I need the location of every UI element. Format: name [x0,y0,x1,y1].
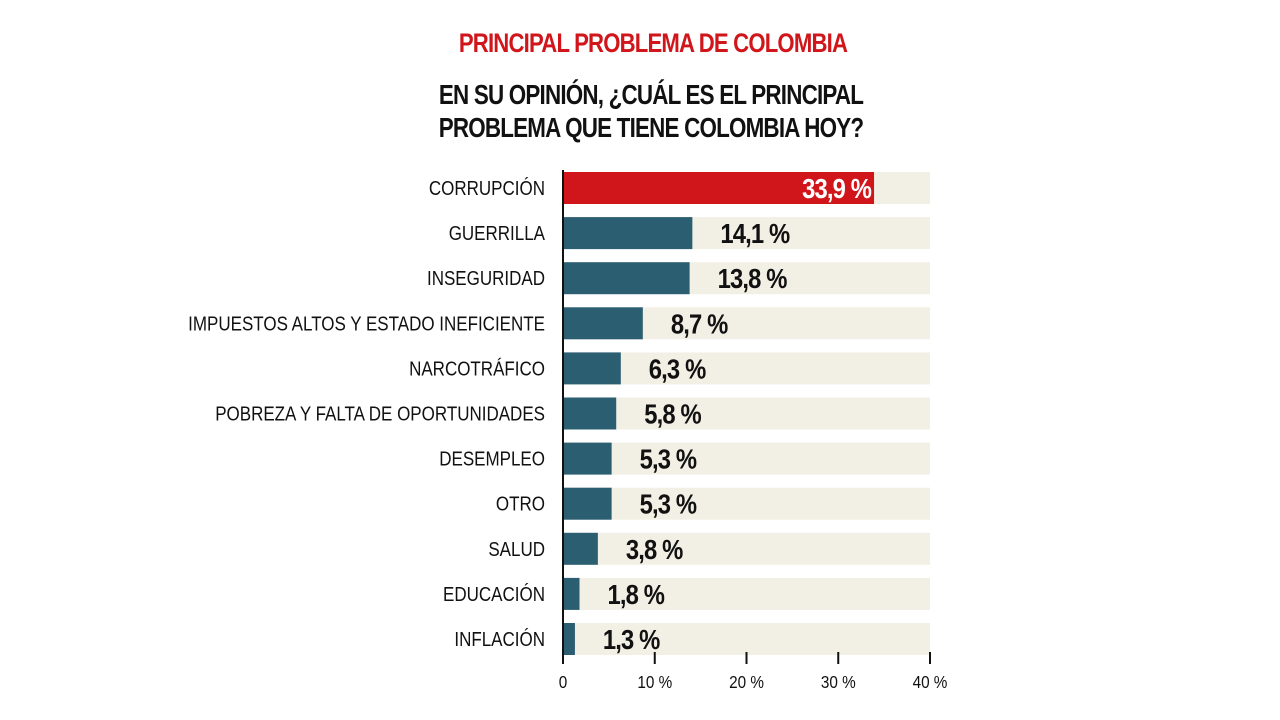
bar [563,623,575,655]
bar-track [563,532,930,565]
value-label: 6,3 % [649,353,706,385]
bar [563,532,598,565]
x-tick-label: 40 % [913,672,948,692]
bar [563,577,580,610]
value-label: 14,1 % [720,217,790,249]
category-label: CORRUPCIÓN [429,177,545,200]
chart-subtitle: EN SU OPINIÓN, ¿CUÁL ES EL PRINCIPAL PRO… [130,78,1172,144]
x-tick-label: 30 % [821,672,856,692]
bar-track [563,577,930,610]
x-tick-label: 10 % [637,672,672,692]
bar [563,352,621,385]
category-label: SALUD [488,537,545,560]
value-label: 1,8 % [608,578,665,610]
bar-track [563,397,930,430]
value-label: 5,3 % [640,488,697,520]
bar [563,307,643,340]
category-label: NARCOTRÁFICO [409,357,545,380]
x-tick-label: 20 % [729,672,764,692]
category-label: DESEMPLEO [439,447,545,470]
category-label: IMPUESTOS ALTOS Y ESTADO INEFICIENTE [188,312,545,335]
category-label: INSEGURIDAD [427,267,545,290]
bar-track [563,442,930,475]
category-label: GUERRILLA [449,222,546,245]
value-label: 5,3 % [640,443,697,475]
bar [563,217,693,250]
bar-track [563,623,930,655]
bar [563,397,617,430]
x-tick-label: 0 [559,672,568,692]
value-label: 13,8 % [718,262,788,294]
category-label: OTRO [496,492,545,515]
value-label: 8,7 % [671,307,728,339]
bar-track [563,487,930,520]
bar-track [563,352,930,385]
category-label: EDUCACIÓN [443,583,545,606]
subtitle-text: EN SU OPINIÓN, ¿CUÁL ES EL PRINCIPAL PRO… [438,79,864,143]
bar [563,442,612,475]
value-label: 5,8 % [644,398,701,430]
value-label: 3,8 % [626,533,683,565]
value-label: 1,3 % [603,623,660,655]
category-label: POBREZA Y FALTA DE OPORTUNIDADES [215,402,545,425]
chart-title: PRINCIPAL PROBLEMA DE COLOMBIA [458,28,848,58]
category-label: INFLACIÓN [454,628,545,651]
bar [563,487,612,520]
value-label: 33,9 % [802,172,872,204]
bar [563,262,690,295]
bar [563,172,875,204]
